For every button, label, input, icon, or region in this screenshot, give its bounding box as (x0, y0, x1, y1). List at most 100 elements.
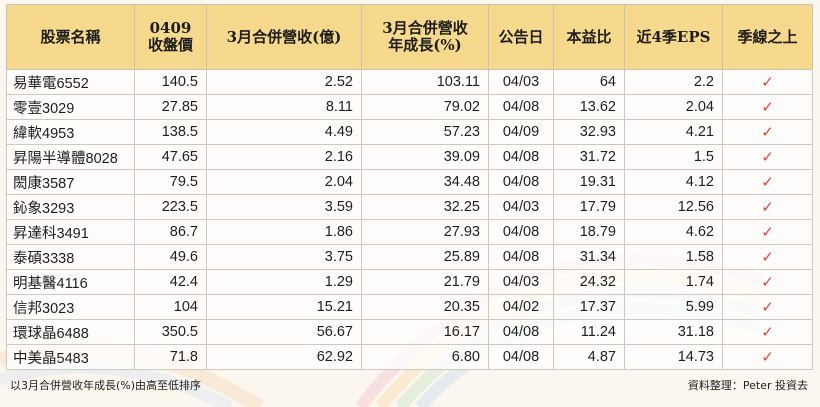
check-mark-icon: ✓ (722, 319, 813, 345)
header-revenue: 3月合併營收(億) (206, 4, 362, 70)
cell-close-price: 27.85 (134, 94, 207, 120)
cell-eps: 4.21 (624, 119, 723, 145)
check-mark-icon: ✓ (722, 219, 813, 245)
table-row: 易華電6552 140.5 2.52 103.11 04/03 64 2.2 ✓ (6, 69, 813, 95)
table-row: 信邦3023 104 15.21 20.35 04/02 17.37 5.99 ✓ (6, 294, 813, 320)
cell-close-price: 104 (134, 294, 207, 320)
cell-revenue-growth: 34.48 (361, 169, 489, 195)
cell-pe-ratio: 4.87 (553, 344, 625, 370)
cell-close-price: 140.5 (134, 69, 207, 95)
table-row: 零壹3029 27.85 8.11 79.02 04/08 13.62 2.04 ✓ (6, 94, 813, 120)
cell-revenue-growth: 16.17 (361, 319, 489, 345)
cell-announce-date: 04/03 (488, 194, 554, 220)
cell-pe-ratio: 19.31 (553, 169, 625, 195)
cell-revenue-growth: 79.02 (361, 94, 489, 120)
cell-stock-name: 明基醫4116 (6, 269, 135, 295)
cell-revenue-growth: 27.93 (361, 219, 489, 245)
table-row: 昇陽半導體8028 47.65 2.16 39.09 04/08 31.72 1.5 ✓ (6, 144, 813, 170)
cell-revenue: 1.29 (206, 269, 362, 295)
check-mark-icon: ✓ (722, 269, 813, 295)
cell-announce-date: 04/03 (488, 269, 554, 295)
cell-eps: 4.12 (624, 169, 723, 195)
cell-revenue-growth: 21.79 (361, 269, 489, 295)
cell-revenue-growth: 32.25 (361, 194, 489, 220)
cell-close-price: 49.6 (134, 244, 207, 270)
cell-stock-name: 易華電6552 (6, 69, 135, 95)
table-row: 昇達科3491 86.7 1.86 27.93 04/08 18.79 4.62 ✓ (6, 219, 813, 245)
cell-pe-ratio: 17.79 (553, 194, 625, 220)
table-row: 環球晶6488 350.5 56.67 16.17 04/08 11.24 31.18 ✓ (6, 319, 813, 345)
table-row: 鈊象3293 223.5 3.59 32.25 04/03 17.79 12.56 ✓ (6, 194, 813, 220)
cell-stock-name: 信邦3023 (6, 294, 135, 320)
cell-announce-date: 04/09 (488, 119, 554, 145)
cell-stock-name: 泰碩3338 (6, 244, 135, 270)
cell-announce-date: 04/02 (488, 294, 554, 320)
cell-stock-name: 昇陽半導體8028 (6, 144, 135, 170)
cell-eps: 5.99 (624, 294, 723, 320)
table-row: 中美晶5483 71.8 62.92 6.80 04/08 4.87 14.73 ✓ (6, 344, 813, 370)
table-row: 泰碩3338 49.6 3.75 25.89 04/08 31.34 1.58 ✓ (6, 244, 813, 270)
cell-pe-ratio: 64 (553, 69, 625, 95)
check-mark-icon: ✓ (722, 94, 813, 120)
cell-pe-ratio: 24.32 (553, 269, 625, 295)
sort-note: 以3月合併營收年成長(%)由高至低排序 (10, 379, 202, 392)
cell-revenue: 2.04 (206, 169, 362, 195)
cell-pe-ratio: 31.72 (553, 144, 625, 170)
cell-revenue-growth: 25.89 (361, 244, 489, 270)
cell-revenue-growth: 20.35 (361, 294, 489, 320)
header-announce-date: 公告日 (488, 4, 554, 70)
cell-stock-name: 中美晶5483 (6, 344, 135, 370)
cell-pe-ratio: 18.79 (553, 219, 625, 245)
check-mark-icon: ✓ (722, 294, 813, 320)
cell-close-price: 47.65 (134, 144, 207, 170)
stock-table: 股票名稱 0409 收盤價 3月合併營收(億) 3月合併營收 年成長(%) 公告日 … (6, 4, 813, 370)
cell-stock-name: 鈊象3293 (6, 194, 135, 220)
cell-close-price: 86.7 (134, 219, 207, 245)
cell-stock-name: 閎康3587 (6, 169, 135, 195)
cell-revenue: 56.67 (206, 319, 362, 345)
cell-stock-name: 環球晶6488 (6, 319, 135, 345)
table-header-row: 股票名稱 0409 收盤價 3月合併營收(億) 3月合併營收 年成長(%) 公告日 … (6, 4, 813, 70)
cell-revenue: 3.75 (206, 244, 362, 270)
check-mark-icon: ✓ (722, 344, 813, 370)
table-row: 明基醫4116 42.4 1.29 21.79 04/03 24.32 1.74 ✓ (6, 269, 813, 295)
source-credit: 資料整理：Peter 投資去 (687, 379, 808, 392)
cell-revenue: 15.21 (206, 294, 362, 320)
table-row: 閎康3587 79.5 2.04 34.48 04/08 19.31 4.12 ✓ (6, 169, 813, 195)
cell-close-price: 71.8 (134, 344, 207, 370)
cell-announce-date: 04/08 (488, 219, 554, 245)
cell-stock-name: 零壹3029 (6, 94, 135, 120)
cell-eps: 1.5 (624, 144, 723, 170)
header-revenue-growth: 3月合併營收 年成長(%) (361, 4, 489, 70)
cell-announce-date: 04/08 (488, 94, 554, 120)
check-mark-icon: ✓ (722, 69, 813, 95)
cell-eps: 14.73 (624, 344, 723, 370)
header-pe-ratio: 本益比 (553, 4, 625, 70)
check-mark-icon: ✓ (722, 144, 813, 170)
cell-eps: 1.58 (624, 244, 723, 270)
cell-close-price: 138.5 (134, 119, 207, 145)
cell-revenue: 8.11 (206, 94, 362, 120)
stock-table-container: 股票名稱 0409 收盤價 3月合併營收(億) 3月合併營收 年成長(%) 公告日 … (6, 4, 813, 370)
check-mark-icon: ✓ (722, 244, 813, 270)
cell-revenue: 2.16 (206, 144, 362, 170)
cell-announce-date: 04/08 (488, 344, 554, 370)
cell-revenue: 2.52 (206, 69, 362, 95)
cell-close-price: 223.5 (134, 194, 207, 220)
cell-eps: 1.74 (624, 269, 723, 295)
cell-close-price: 79.5 (134, 169, 207, 195)
cell-revenue-growth: 57.23 (361, 119, 489, 145)
cell-eps: 12.56 (624, 194, 723, 220)
cell-revenue: 1.86 (206, 219, 362, 245)
header-stock-name: 股票名稱 (6, 4, 135, 70)
cell-pe-ratio: 31.34 (553, 244, 625, 270)
cell-revenue: 62.92 (206, 344, 362, 370)
cell-revenue: 3.59 (206, 194, 362, 220)
cell-revenue: 4.49 (206, 119, 362, 145)
header-close-price: 0409 收盤價 (134, 4, 207, 70)
cell-revenue-growth: 6.80 (361, 344, 489, 370)
cell-pe-ratio: 32.93 (553, 119, 625, 145)
cell-pe-ratio: 11.24 (553, 319, 625, 345)
check-mark-icon: ✓ (722, 169, 813, 195)
cell-eps: 4.62 (624, 219, 723, 245)
